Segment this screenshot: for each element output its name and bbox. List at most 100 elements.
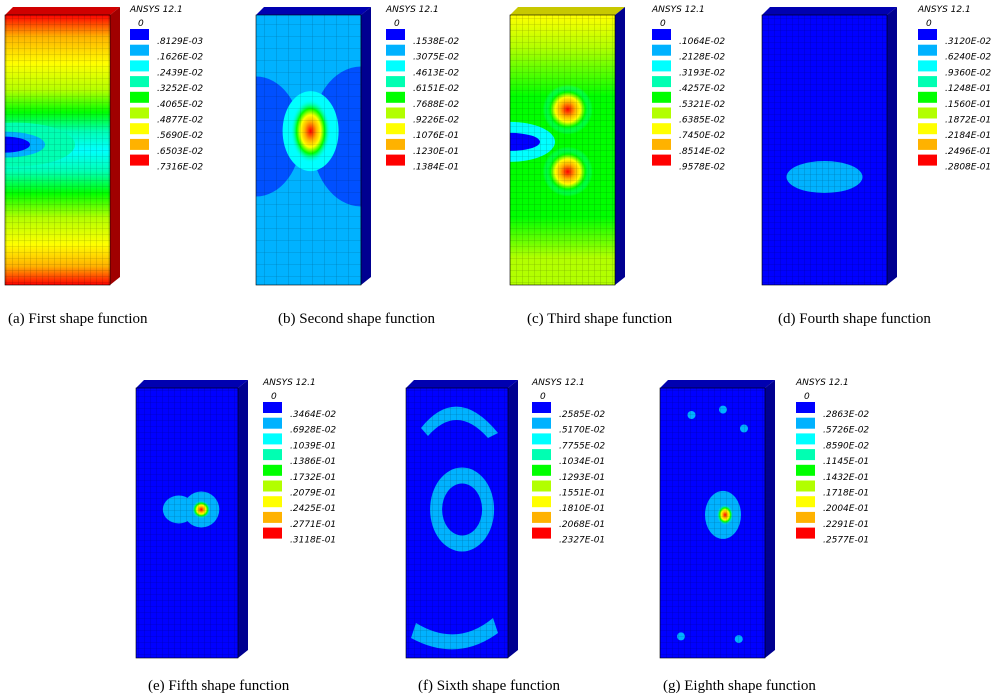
legend-swatch: [130, 60, 149, 72]
legend-swatch: [918, 154, 937, 166]
contour-face: [136, 388, 238, 658]
legend-swatch: [263, 417, 282, 429]
legend-swatch: [263, 480, 282, 492]
legend-swatch: [130, 154, 149, 166]
caption: (g) Eighth shape function: [663, 678, 816, 694]
plot: ANSYS 12.1 0 .2863E-02 .5726E-02 .8590E-02 .1…: [659, 378, 869, 659]
legend-label: 0: [804, 392, 810, 402]
legend-label: .1293E-01: [559, 473, 605, 483]
legend-label: .2863E-02: [823, 410, 869, 420]
legend-label: .2439E-02: [157, 68, 203, 78]
legend-label: .1230E-01: [413, 147, 459, 157]
legend-swatch: [386, 76, 405, 88]
legend-label: .1538E-02: [413, 37, 459, 47]
legend-swatch: [652, 138, 671, 150]
legend-swatch: [652, 107, 671, 119]
legend-label: .6503E-02: [157, 147, 203, 157]
legend-swatch: [130, 29, 149, 40]
side-face: [887, 7, 897, 285]
legend-label: .2079E-01: [290, 489, 336, 499]
top-face: [762, 7, 897, 15]
legend-label: .3252E-02: [157, 84, 203, 94]
legend-swatch: [532, 402, 551, 413]
legend-swatch: [796, 464, 815, 476]
legend-label: .3075E-02: [413, 53, 459, 63]
legend-label: .2184E-01: [945, 131, 991, 141]
legend-label: .1039E-01: [290, 441, 336, 451]
legend-label: .6928E-02: [290, 426, 336, 436]
software-label: ANSYS 12.1: [129, 5, 183, 15]
contour-face: [660, 388, 765, 658]
plot: ANSYS 12.1 0 .1538E-02 .3075E-02 .4613E-02 .6…: [255, 5, 459, 286]
legend-label: .1076E-01: [413, 131, 459, 141]
contour-face: [510, 15, 615, 285]
legend-swatch: [263, 464, 282, 476]
legend-swatch: [532, 433, 551, 445]
legend-swatch: [652, 29, 671, 40]
legend-label: .9578E-02: [679, 163, 725, 173]
side-face: [361, 7, 371, 285]
legend-swatch: [532, 480, 551, 492]
legend-swatch: [532, 464, 551, 476]
top-face: [406, 380, 518, 388]
legend-label: .1386E-01: [290, 457, 336, 467]
legend-label: .1384E-01: [413, 163, 459, 173]
legend-swatch: [796, 433, 815, 445]
mesh: [660, 388, 765, 658]
legend-label: .1560E-01: [945, 100, 991, 110]
legend-swatch: [263, 511, 282, 523]
legend-label: .6151E-02: [413, 84, 459, 94]
mesh: [5, 15, 110, 285]
legend-label: .4877E-02: [157, 116, 203, 126]
legend-label: .5690E-02: [157, 131, 203, 141]
legend-swatch: [386, 107, 405, 119]
legend-label: 0: [926, 19, 932, 29]
plot: ANSYS 12.1 0 .8129E-03 .1626E-02 .2439E-02 .3…: [4, 5, 203, 286]
legend-swatch: [386, 29, 405, 40]
legend-swatch: [532, 417, 551, 429]
legend-label: .1432E-01: [823, 473, 869, 483]
outline: [255, 14, 362, 286]
top-face: [136, 380, 248, 388]
legend-swatch: [263, 433, 282, 445]
legend-label: .9360E-02: [945, 68, 991, 78]
legend-label: .3464E-02: [290, 410, 336, 420]
legend-swatch: [386, 123, 405, 135]
legend-swatch: [532, 527, 551, 539]
legend-label: .1034E-01: [559, 457, 605, 467]
top-face: [5, 7, 120, 15]
legend-label: .2808E-01: [945, 163, 991, 173]
legend-swatch: [386, 60, 405, 72]
legend-swatch: [130, 138, 149, 150]
legend-swatch: [130, 107, 149, 119]
legend-label: .2771E-01: [290, 520, 336, 530]
legend-label: .1732E-01: [290, 473, 336, 483]
legend-label: .1626E-02: [157, 53, 203, 63]
legend-swatch: [918, 138, 937, 150]
legend-swatch: [918, 123, 937, 135]
legend-label: .1248E-01: [945, 84, 991, 94]
legend-swatch: [796, 480, 815, 492]
legend-swatch: [130, 123, 149, 135]
mesh: [406, 388, 508, 658]
contour-face: [5, 15, 110, 285]
legend-swatch: [130, 76, 149, 88]
legend-swatch: [652, 123, 671, 135]
caption: (b) Second shape function: [278, 311, 436, 327]
legend-label: 0: [271, 392, 277, 402]
legend-label: .2327E-01: [559, 536, 605, 546]
legend-label: .4613E-02: [413, 68, 459, 78]
legend-swatch: [796, 417, 815, 429]
software-label: ANSYS 12.1: [531, 378, 585, 388]
legend-swatch: [796, 402, 815, 413]
legend-swatch: [263, 449, 282, 461]
mesh: [136, 388, 238, 658]
side-face: [615, 7, 625, 285]
legend-label: .1872E-01: [945, 116, 991, 126]
legend-swatch: [652, 91, 671, 103]
legend-label: 0: [660, 19, 666, 29]
mesh: [510, 15, 615, 285]
software-label: ANSYS 12.1: [385, 5, 439, 15]
legend-swatch: [386, 44, 405, 56]
